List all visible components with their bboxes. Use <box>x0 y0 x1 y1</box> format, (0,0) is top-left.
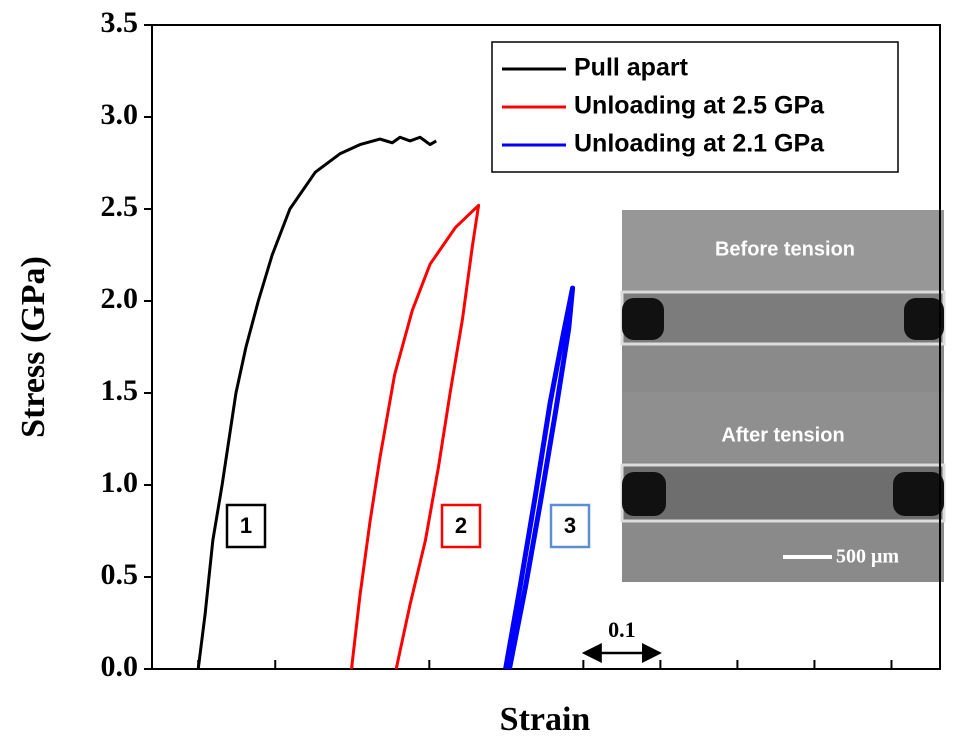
inset-scale-label: 500 μm <box>836 546 899 568</box>
y-tick-label: 1.5 <box>101 374 139 407</box>
data-line <box>350 203 481 670</box>
plot-frame <box>151 24 941 670</box>
curve-label-box <box>440 503 482 549</box>
curve-label: 2 <box>455 513 467 538</box>
y-tick-label: 1.0 <box>101 466 139 499</box>
y-tick-label: 3.5 <box>101 6 139 39</box>
curve-label: 1 <box>240 513 252 538</box>
legend-label: Pull apart <box>574 54 689 82</box>
x-axis-label: Strain <box>500 701 591 738</box>
data-line <box>503 285 576 670</box>
y-axis-label: Stress (GPa) <box>15 256 52 438</box>
legend-label: Unloading at 2.5 GPa <box>574 92 825 120</box>
y-tick-label: 2.0 <box>101 282 139 315</box>
legend-label: Unloading at 2.1 GPa <box>574 130 825 158</box>
curve-label-box <box>225 503 267 549</box>
y-tick-label: 3.0 <box>101 98 139 131</box>
inset-label: Before tension <box>715 238 855 260</box>
scale-bar-label: 0.1 <box>608 617 636 642</box>
curve-label-box <box>549 503 591 549</box>
y-tick-label: 0.5 <box>101 558 139 591</box>
y-tick-label: 0.0 <box>101 650 139 683</box>
legend-box <box>491 41 899 173</box>
inset-image: Before tension After tension 500 μm <box>620 210 946 582</box>
curve-label: 3 <box>564 513 576 538</box>
inset-label: After tension <box>721 424 844 446</box>
data-line <box>196 135 438 670</box>
y-tick-label: 2.5 <box>101 190 139 223</box>
